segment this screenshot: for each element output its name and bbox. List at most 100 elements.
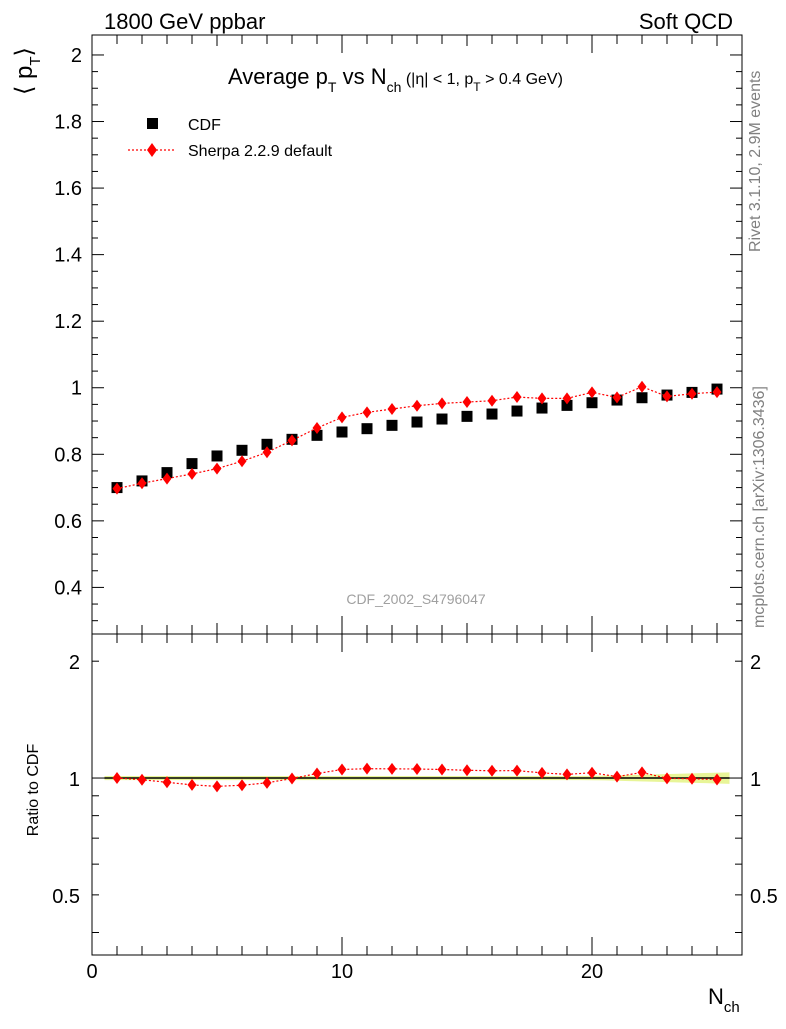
- main-y-tick-label: 2: [71, 45, 82, 67]
- sherpa-data-point: [212, 462, 222, 475]
- sherpa-data-point: [162, 472, 172, 485]
- sherpa-data-point: [362, 406, 372, 419]
- cdf-data-point: [211, 450, 223, 462]
- main-y-tick-label: 0.8: [54, 444, 82, 466]
- main-y-tick-label: 1.6: [54, 178, 82, 200]
- ratio-sherpa-point: [312, 767, 322, 780]
- legend-sherpa-label: Sherpa 2.2.9 default: [188, 143, 333, 160]
- ratio-sherpa-point: [237, 779, 247, 792]
- sherpa-data-point: [437, 397, 447, 410]
- ratio-sherpa-point: [662, 772, 672, 785]
- analysis-watermark: CDF_2002_S4796047: [346, 591, 486, 607]
- main-y-tick-label: 0.6: [54, 511, 82, 533]
- main-y-tick-label: 1.2: [54, 311, 82, 333]
- main-y-tick-label: 1: [71, 378, 82, 400]
- sherpa-data-point: [262, 446, 272, 459]
- cdf-data-point: [236, 444, 248, 456]
- sherpa-data-point: [237, 455, 247, 468]
- sherpa-data-point: [612, 391, 622, 404]
- ratio-sherpa-point: [587, 766, 597, 779]
- cdf-data-point: [536, 402, 548, 414]
- ratio-plot-layer: 0.5 0.51 12 20 10 20: [52, 634, 778, 983]
- x-tick-label: 20: [581, 961, 603, 983]
- cdf-data-point: [511, 405, 523, 417]
- ratio-y-tick-label: 1: [69, 769, 80, 791]
- ratio-sherpa-point: [212, 780, 222, 793]
- ratio-sherpa-point: [112, 772, 122, 785]
- ratio-sherpa-point: [287, 772, 297, 785]
- cdf-data-point: [636, 392, 648, 404]
- ratio-sherpa-point: [137, 773, 147, 786]
- sherpa-data-point: [487, 394, 497, 407]
- cdf-data-point: [586, 397, 598, 409]
- ratio-y-tick-label: 0.5: [52, 886, 80, 908]
- rivet-version-text: Rivet 3.1.10, 2.9M events: [747, 71, 764, 252]
- cdf-data-point: [386, 419, 398, 431]
- ratio-sherpa-point: [337, 763, 347, 776]
- cdf-data-point: [486, 408, 498, 420]
- sherpa-data-point: [712, 386, 722, 399]
- mcplots-reference-text: mcplots.cern.ch [arXiv:1306.3436]: [751, 386, 768, 628]
- ratio-sherpa-point: [687, 772, 697, 785]
- cdf-data-point: [461, 410, 473, 422]
- sherpa-data-point: [112, 482, 122, 495]
- cdf-data-point: [436, 413, 448, 425]
- ratio-sherpa-point: [362, 762, 372, 775]
- cdf-data-point: [361, 423, 373, 435]
- sherpa-data-point: [512, 391, 522, 404]
- cdf-data-point: [311, 429, 323, 441]
- cdf-data-point: [561, 399, 573, 411]
- sherpa-data-point: [387, 403, 397, 416]
- ratio-y-tick-label-right: 0.5: [750, 886, 778, 908]
- ratio-sherpa-point: [537, 766, 547, 779]
- main-y-tick-label: 0.4: [54, 577, 82, 599]
- sherpa-data-point: [662, 390, 672, 403]
- cdf-data-point: [411, 416, 423, 428]
- sherpa-data-point: [187, 467, 197, 480]
- sherpa-data-point: [687, 387, 697, 400]
- ratio-y-tick-label-right: 2: [750, 652, 761, 674]
- sherpa-data-point: [637, 380, 647, 393]
- ratio-sherpa-point: [412, 763, 422, 776]
- ratio-sherpa-point: [262, 776, 272, 789]
- sherpa-data-point: [587, 386, 597, 399]
- sherpa-data-point: [137, 477, 147, 490]
- ratio-sherpa-point: [712, 773, 722, 786]
- main-plot-layer: 0.4 0.6 0.8 1 1.2 1.4 1.6 1.8 2: [54, 35, 743, 634]
- main-y-axis-label: ⟨ pT⟩: [11, 47, 44, 95]
- ratio-sherpa-point: [562, 768, 572, 781]
- ratio-sherpa-point: [437, 763, 447, 776]
- ratio-sherpa-point: [462, 764, 472, 777]
- ratio-sherpa-point: [487, 764, 497, 777]
- legend-cdf-marker: [147, 118, 158, 129]
- main-chart-title: Average pT vs Nch (|η| < 1, pT > 0.4 GeV…: [228, 64, 563, 95]
- cdf-data-point: [336, 426, 348, 438]
- ratio-y-tick-label: 2: [69, 652, 80, 674]
- ratio-sherpa-point: [612, 770, 622, 783]
- main-y-tick-label: 1.4: [54, 245, 82, 267]
- sherpa-data-point: [462, 396, 472, 409]
- cdf-data-point: [261, 438, 273, 450]
- x-tick-label: 0: [86, 961, 97, 983]
- sherpa-data-point: [562, 392, 572, 405]
- ratio-y-axis-label: Ratio to CDF: [25, 744, 42, 837]
- cdf-data-point: [186, 458, 198, 470]
- ratio-sherpa-point: [512, 764, 522, 777]
- sherpa-data-point: [337, 411, 347, 424]
- ratio-sherpa-point: [187, 778, 197, 791]
- header-left: 1800 GeV ppbar: [104, 9, 265, 34]
- x-axis-label: Nch: [708, 984, 740, 1016]
- x-tick-label: 10: [331, 961, 353, 983]
- ratio-sherpa-point: [637, 766, 647, 779]
- ratio-sherpa-point: [387, 762, 397, 775]
- main-y-tick-label: 1.8: [54, 112, 82, 134]
- sherpa-data-point: [312, 422, 322, 435]
- header-right: Soft QCD: [639, 9, 733, 34]
- sherpa-data-point: [287, 434, 297, 447]
- ratio-sherpa-point: [162, 776, 172, 789]
- legend-cdf-label: CDF: [188, 117, 221, 134]
- sherpa-data-point: [537, 392, 547, 405]
- ratio-y-tick-label-right: 1: [750, 769, 761, 791]
